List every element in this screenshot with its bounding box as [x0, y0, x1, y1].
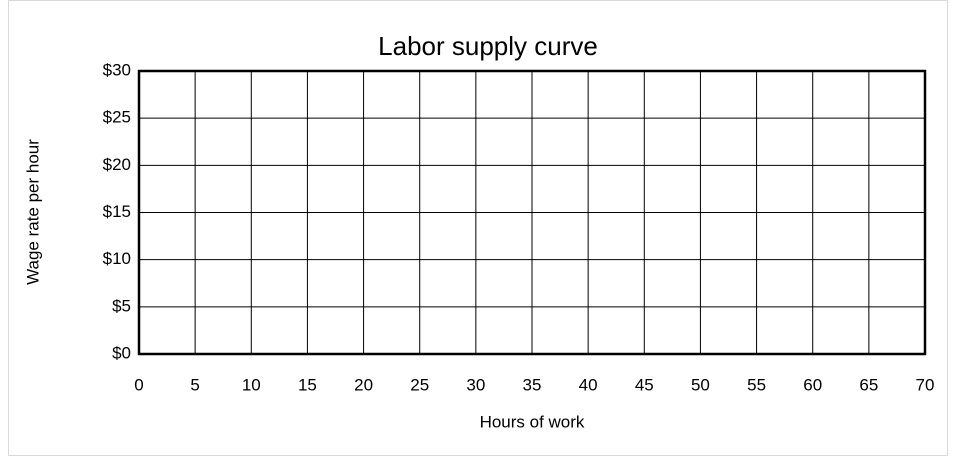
x-tick-label: 60: [803, 375, 822, 394]
x-tick-label: 10: [242, 375, 261, 394]
x-tick-label: 70: [916, 375, 935, 394]
x-tick-label: 20: [354, 375, 373, 394]
y-tick-label: $10: [103, 249, 131, 268]
y-tick-label: $30: [103, 60, 131, 79]
x-tick-label: 65: [859, 375, 878, 394]
y-tick-label: $0: [112, 343, 131, 362]
chart-title: Labor supply curve: [378, 31, 598, 61]
x-tick-label: 40: [579, 375, 598, 394]
y-tick-label: $25: [103, 108, 131, 127]
y-axis-label: Wage rate per hour: [23, 139, 42, 285]
x-tick-label: 5: [190, 375, 199, 394]
y-tick-label: $5: [112, 296, 131, 315]
x-tick-label: 35: [523, 375, 542, 394]
x-tick-label: 50: [691, 375, 710, 394]
y-tick-label: $15: [103, 202, 131, 221]
x-tick-label: 45: [635, 375, 654, 394]
plot-border: [137, 69, 927, 356]
x-tick-label: 15: [298, 375, 317, 394]
x-tick-label: 55: [747, 375, 766, 394]
chart-border: [8, 0, 948, 456]
x-tick-label: 0: [134, 375, 143, 394]
x-tick-label: 25: [410, 375, 429, 394]
x-axis-label: Hours of work: [480, 412, 585, 431]
x-tick-label: 30: [466, 375, 485, 394]
y-tick-label: $20: [103, 155, 131, 174]
